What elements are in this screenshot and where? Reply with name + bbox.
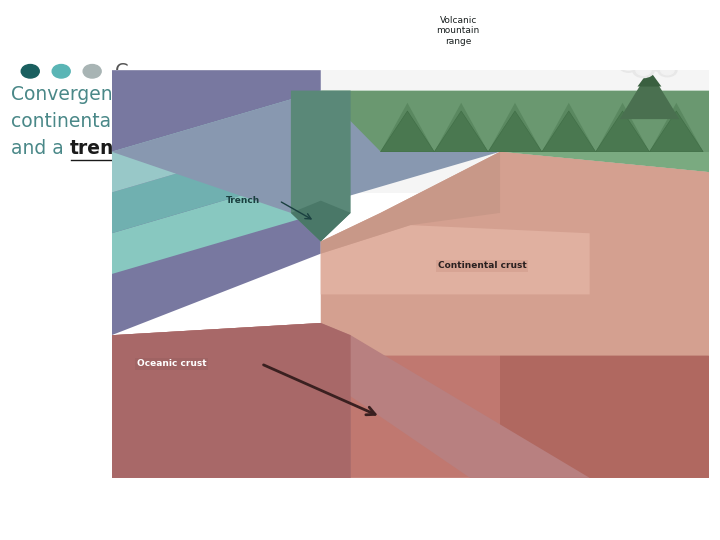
Polygon shape — [321, 91, 709, 172]
Text: Cascades: Cascades — [260, 139, 359, 158]
Circle shape — [636, 65, 651, 76]
Polygon shape — [291, 91, 351, 241]
Polygon shape — [595, 111, 649, 152]
Polygon shape — [321, 225, 590, 294]
Polygon shape — [380, 111, 434, 152]
Polygon shape — [620, 70, 680, 119]
Polygon shape — [112, 91, 500, 213]
Polygon shape — [649, 111, 703, 152]
Polygon shape — [112, 323, 351, 478]
Polygon shape — [112, 131, 321, 233]
Polygon shape — [112, 323, 351, 478]
Polygon shape — [321, 152, 709, 355]
Polygon shape — [112, 294, 709, 478]
Polygon shape — [500, 294, 709, 478]
Polygon shape — [291, 323, 590, 478]
Circle shape — [22, 65, 40, 78]
Text: Andes: Andes — [390, 139, 455, 158]
Polygon shape — [112, 70, 709, 192]
Text: and a: and a — [11, 139, 70, 158]
Text: Continental crust: Continental crust — [438, 261, 526, 271]
Text: volcanic: volcanic — [262, 112, 348, 131]
Polygon shape — [488, 103, 542, 152]
Polygon shape — [321, 91, 709, 152]
Polygon shape — [291, 201, 351, 241]
Circle shape — [661, 66, 674, 75]
Polygon shape — [112, 172, 321, 274]
Polygon shape — [380, 103, 434, 152]
Polygon shape — [500, 152, 709, 355]
Circle shape — [619, 60, 637, 72]
Text: continental plate. Forms a: continental plate. Forms a — [11, 112, 262, 131]
Text: Volcanic
mountain
range: Volcanic mountain range — [436, 16, 480, 46]
Polygon shape — [542, 111, 595, 152]
Text: Mts: Mts — [455, 139, 495, 158]
Polygon shape — [649, 103, 703, 152]
Text: or: or — [359, 139, 390, 158]
Polygon shape — [351, 294, 709, 478]
Circle shape — [633, 63, 654, 78]
Polygon shape — [595, 103, 649, 152]
Circle shape — [53, 65, 71, 78]
Polygon shape — [637, 70, 662, 86]
Text: .  Examples:: . Examples: — [138, 139, 260, 158]
Text: Oceanic crust: Oceanic crust — [137, 359, 206, 368]
Text: mountain range: mountain range — [348, 112, 505, 131]
Circle shape — [658, 64, 677, 77]
Circle shape — [622, 62, 635, 70]
Polygon shape — [112, 70, 321, 335]
Polygon shape — [434, 111, 488, 152]
Circle shape — [649, 56, 667, 69]
Polygon shape — [542, 103, 595, 152]
Polygon shape — [434, 103, 488, 152]
Circle shape — [84, 65, 101, 78]
Text: C: C — [115, 62, 129, 81]
Polygon shape — [321, 152, 500, 254]
Text: Convergent boundary of an oceanic plate and a: Convergent boundary of an oceanic plate … — [11, 85, 459, 104]
Text: Trench: Trench — [226, 196, 260, 205]
Polygon shape — [488, 111, 542, 152]
Circle shape — [645, 53, 672, 71]
Polygon shape — [112, 91, 321, 192]
Text: trench: trench — [70, 139, 138, 158]
